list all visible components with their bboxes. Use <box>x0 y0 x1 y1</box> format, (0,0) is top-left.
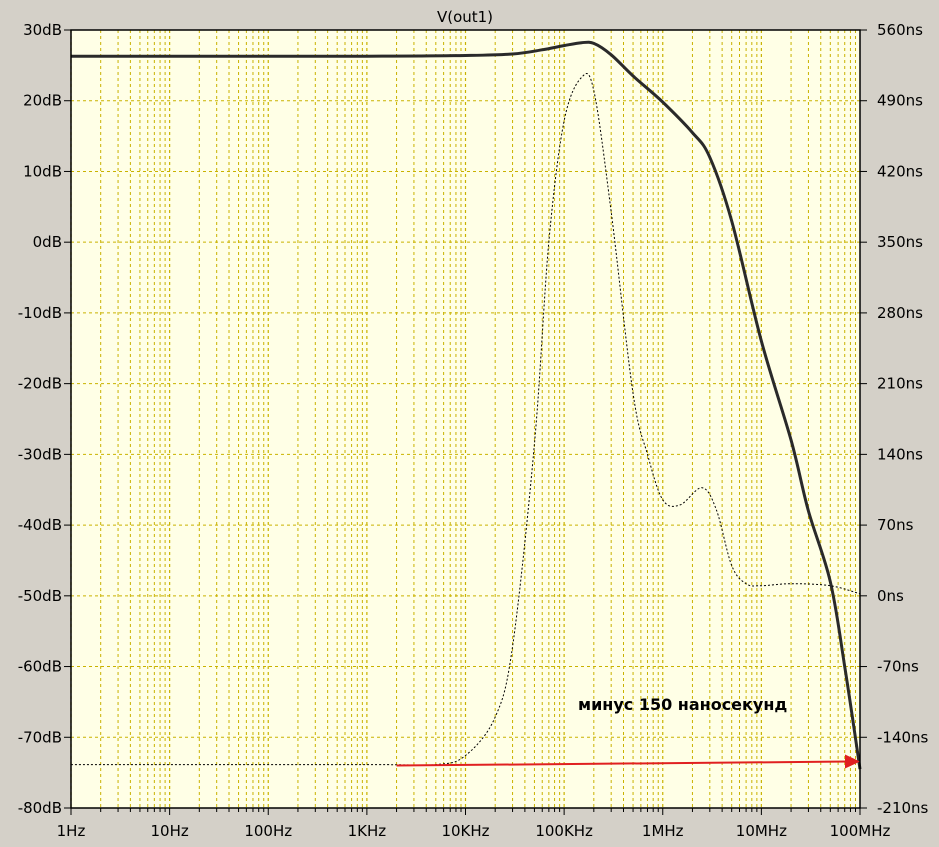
y-right-tick-label: 490ns <box>877 92 923 110</box>
y-right-tick-label: 70ns <box>877 516 914 534</box>
y-left-tick-label: -40dB <box>18 516 62 534</box>
y-left-tick-label: -80dB <box>18 799 62 817</box>
y-left-tick-label: 0dB <box>33 233 62 251</box>
x-tick-label: 10KHz <box>441 822 489 840</box>
y-right-tick-label: 140ns <box>877 445 923 463</box>
y-left-tick-label: -30dB <box>18 445 62 463</box>
grid <box>70 30 860 808</box>
annotation-layer <box>396 754 860 769</box>
y-left-tick-label: 30dB <box>23 21 62 39</box>
y-left-tick-label: -70dB <box>18 728 62 746</box>
y-right-tick-label: -140ns <box>877 728 929 746</box>
annotation-text: минус 150 наносекунд <box>578 695 787 714</box>
chart-title[interactable]: V(out1) <box>437 8 493 26</box>
x-tick-label: 1MHz <box>642 822 684 840</box>
y-right-tick-label: 210ns <box>877 375 923 393</box>
y-left-tick-label: -50dB <box>18 587 62 605</box>
axes: 30dB 20dB 10dB 0dB -10dB -20dB -30dB -40dB -50dB… <box>18 21 929 840</box>
x-tick-label: 10MHz <box>736 822 787 840</box>
y-left-tick-label: 10dB <box>23 162 62 180</box>
annotation-arrow-head <box>845 754 860 769</box>
y-right-tick-label: 0ns <box>877 587 904 605</box>
y-right-tick-label: 280ns <box>877 304 923 322</box>
y-right-tick-label: 560ns <box>877 21 923 39</box>
magnitude-curve <box>70 40 862 770</box>
y-right-tick-label: -210ns <box>877 799 929 817</box>
y-left-tick-label: 20dB <box>23 92 62 110</box>
x-tick-label: 1Hz <box>57 822 86 840</box>
x-tick-label: 1KHz <box>348 822 387 840</box>
y-left-tick-label: -10dB <box>18 304 62 322</box>
x-tick-label: 10Hz <box>151 822 189 840</box>
x-tick-label: 100Hz <box>244 822 292 840</box>
x-tick-label: 100MHz <box>830 822 891 840</box>
y-left-tick-label: -60dB <box>18 658 62 676</box>
series-layer <box>70 40 862 770</box>
y-right-tick-label: -70ns <box>877 658 919 676</box>
annotation-arrow-shaft <box>396 760 849 767</box>
x-tick-label: 100KHz <box>535 822 593 840</box>
y-right-tick-label: 350ns <box>877 233 923 251</box>
y-right-tick-label: 420ns <box>877 162 923 180</box>
y-left-tick-label: -20dB <box>18 375 62 393</box>
